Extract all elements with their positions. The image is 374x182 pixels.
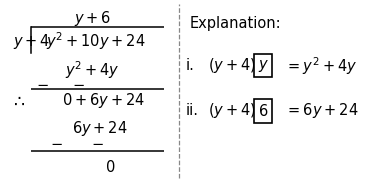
Text: $y+6$: $y+6$ [74, 9, 111, 28]
Text: $-$: $-$ [50, 135, 63, 150]
FancyBboxPatch shape [254, 99, 272, 123]
Text: $-$: $-$ [91, 135, 104, 150]
Text: $= 6y+24$: $= 6y+24$ [285, 101, 359, 120]
Text: $y^2+4y$: $y^2+4y$ [65, 59, 120, 81]
Text: $y$: $y$ [258, 58, 269, 74]
Text: $6$: $6$ [258, 103, 269, 119]
Text: $-$: $-$ [36, 76, 49, 91]
Text: $y+4$: $y+4$ [13, 32, 50, 51]
Text: $0$: $0$ [105, 159, 116, 175]
Text: $0+6y+24$: $0+6y+24$ [62, 91, 145, 110]
Text: $= y^2+4y$: $= y^2+4y$ [285, 55, 358, 77]
Text: i.: i. [186, 58, 195, 73]
FancyBboxPatch shape [254, 54, 272, 78]
Text: $6y+24$: $6y+24$ [72, 119, 128, 139]
Text: $(y+4)\times$: $(y+4)\times$ [208, 101, 270, 120]
Text: $(y+4)\times$: $(y+4)\times$ [208, 56, 270, 75]
Text: $\therefore$: $\therefore$ [10, 92, 25, 110]
Text: $y^2+10y+24$: $y^2+10y+24$ [46, 30, 146, 52]
Text: ii.: ii. [186, 103, 199, 118]
Text: $-$: $-$ [72, 76, 85, 91]
Text: Explanation:: Explanation: [190, 16, 281, 31]
